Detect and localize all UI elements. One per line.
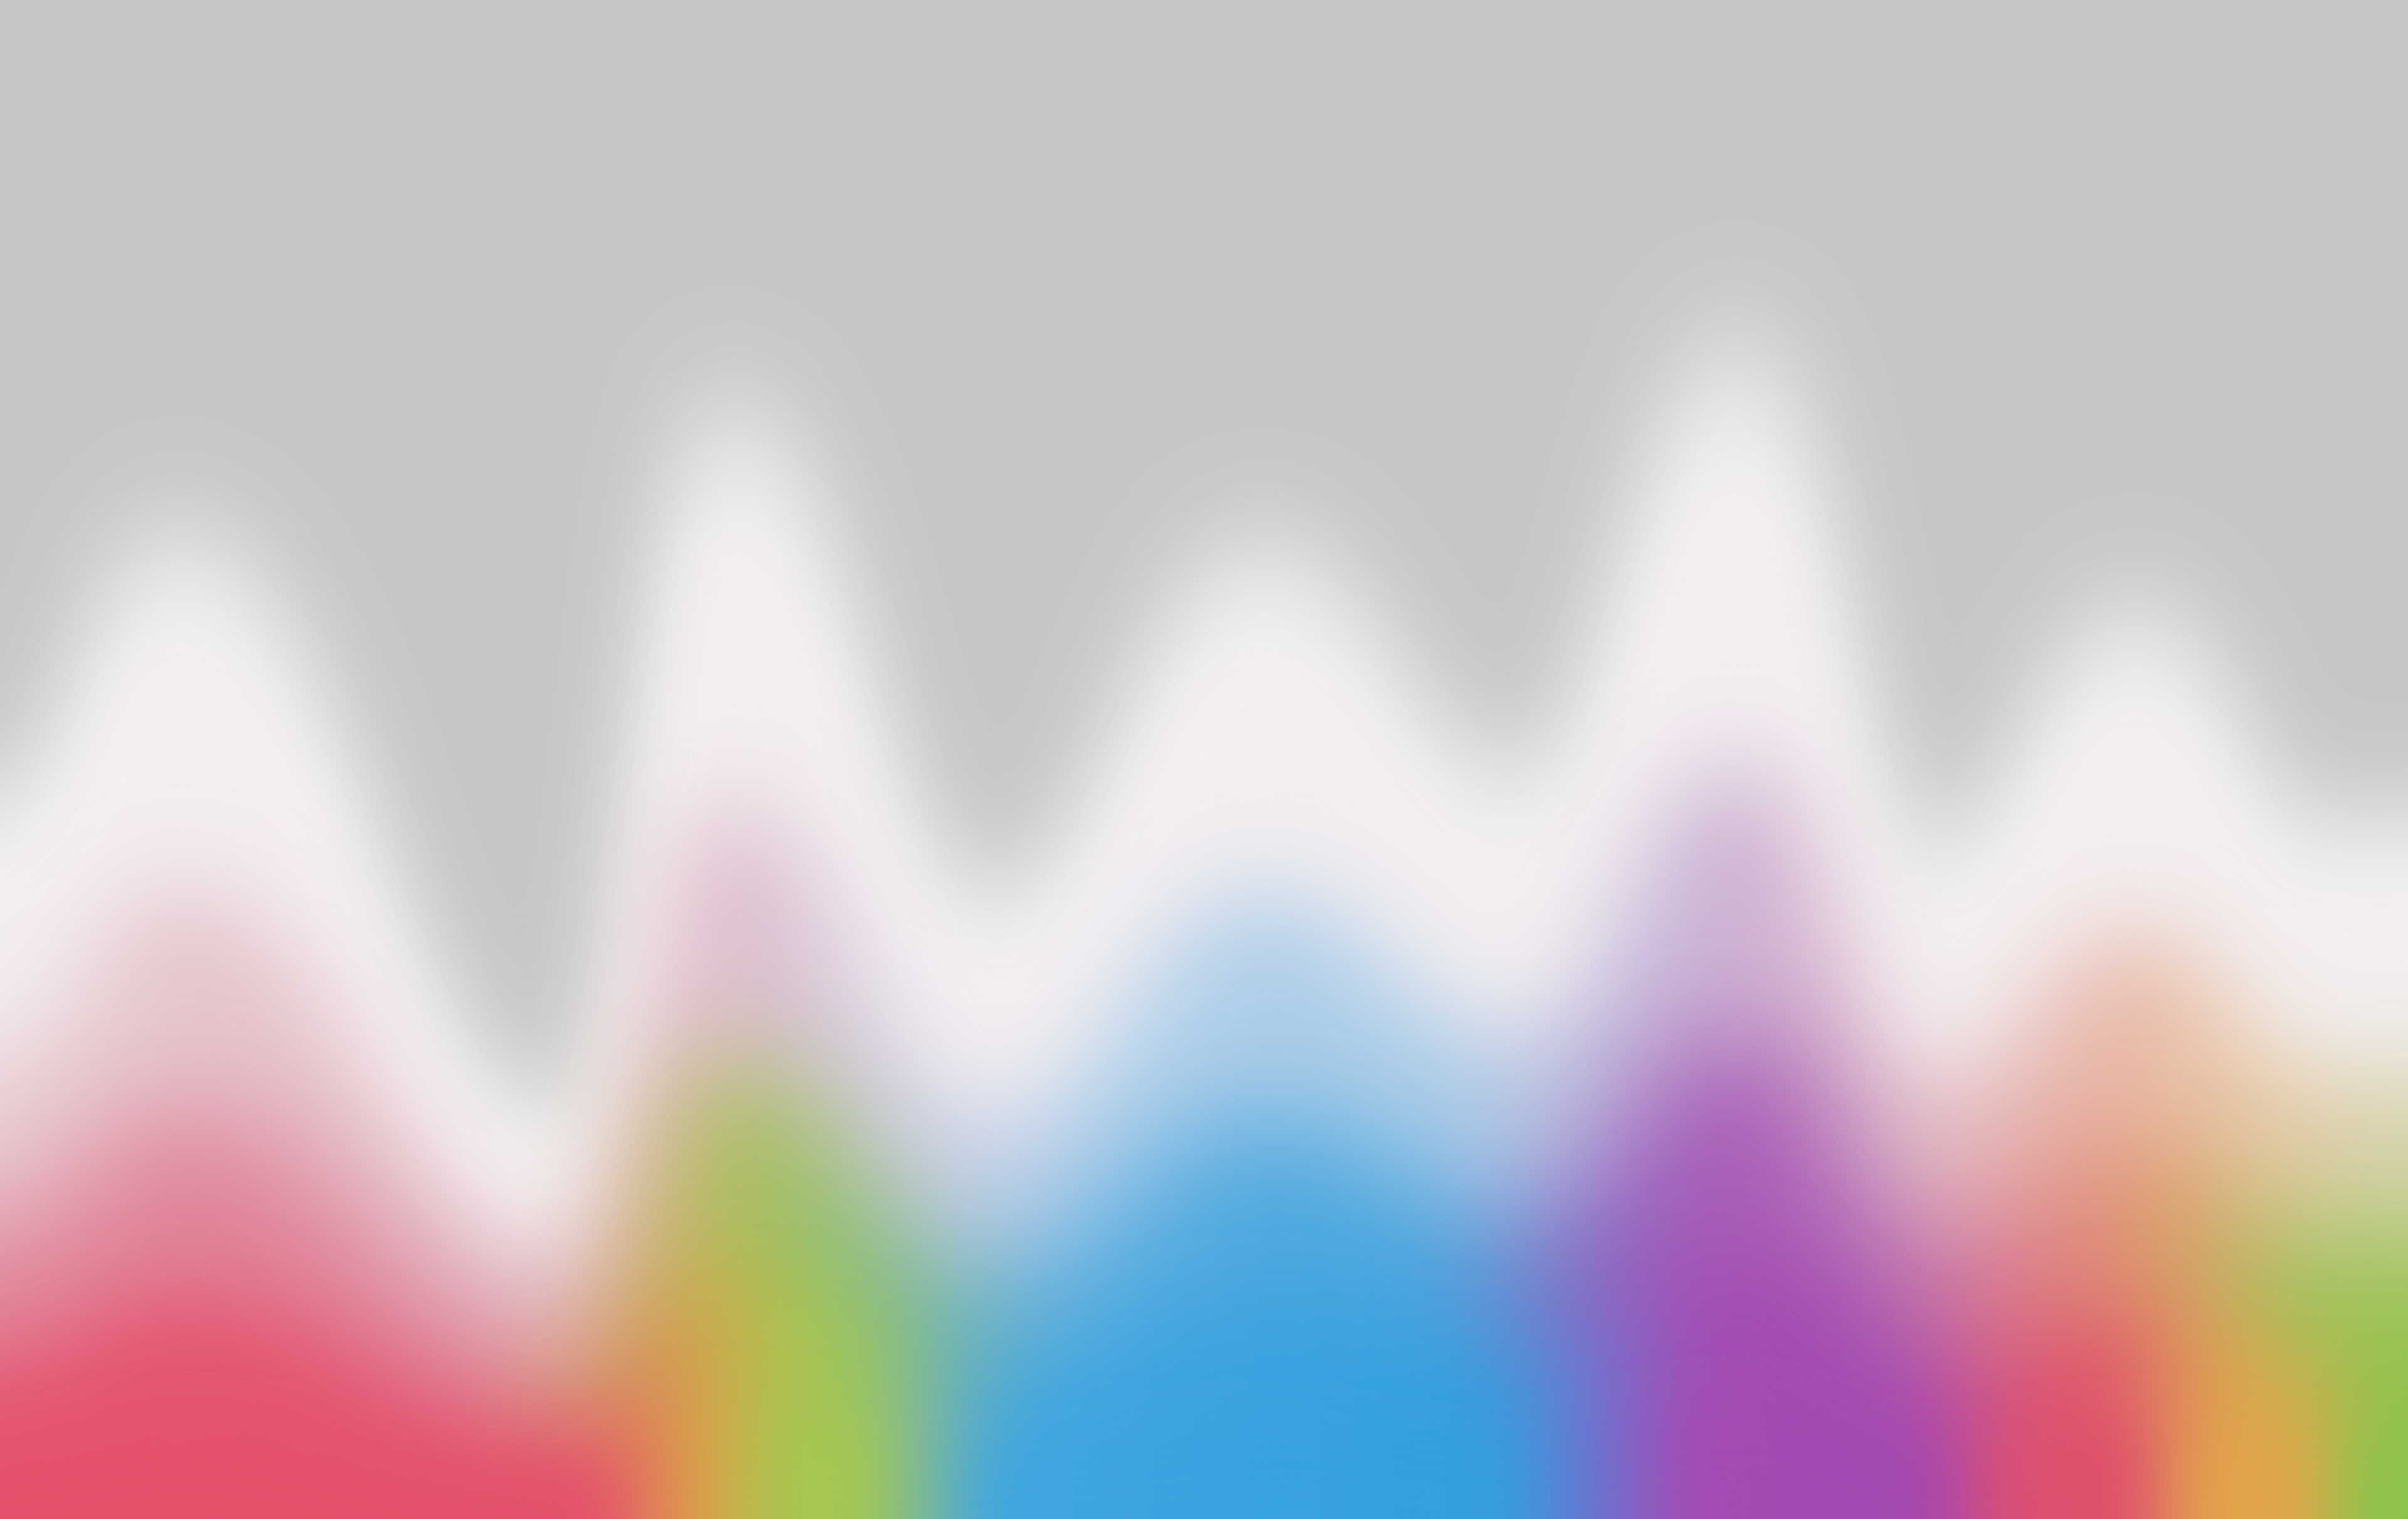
waveform-layer-color-base: [0, 1402, 2408, 1519]
waveform-layers: [0, 296, 2408, 1519]
